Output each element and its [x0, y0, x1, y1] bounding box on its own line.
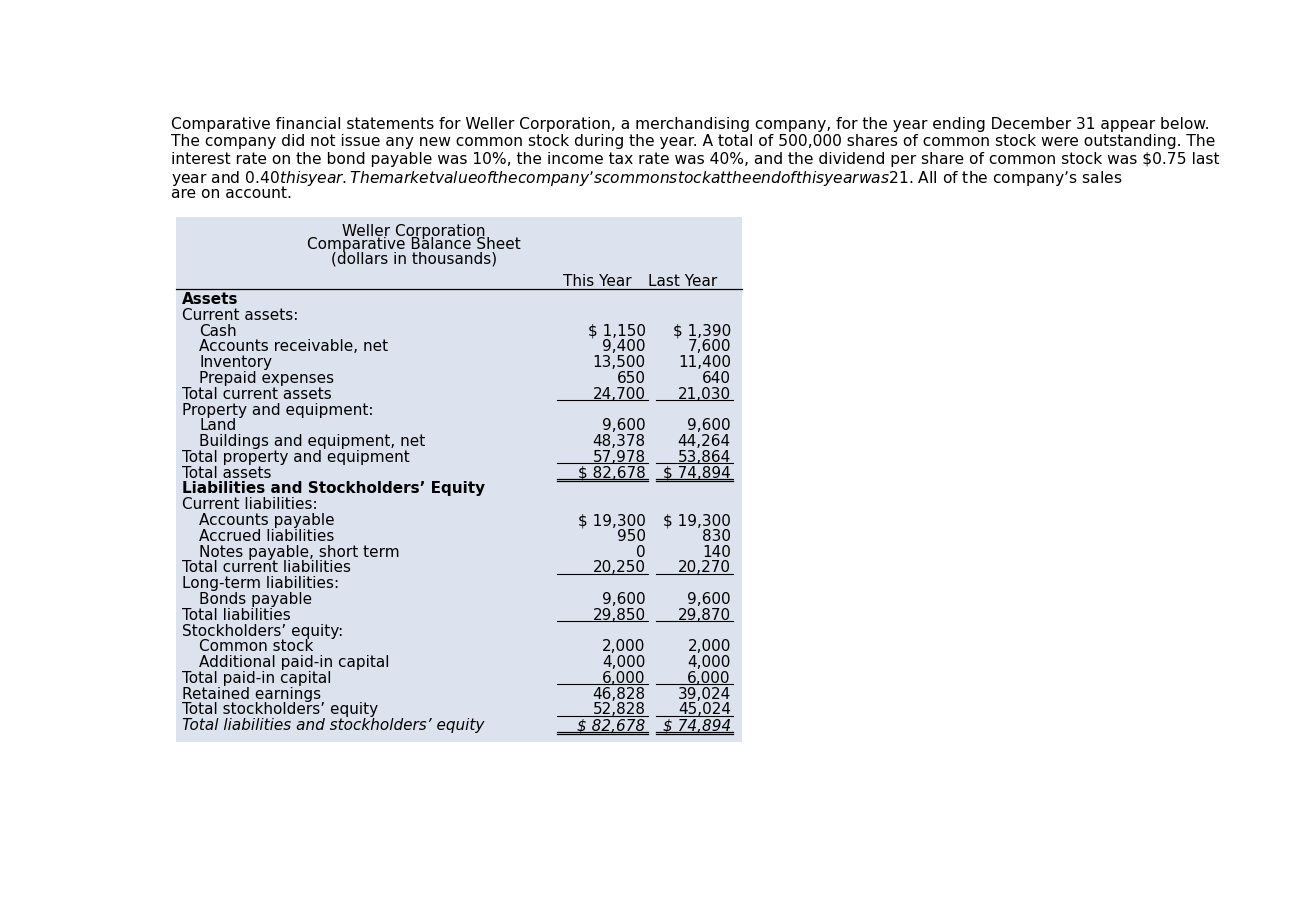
Text: interest rate on the bond payable was 10%, the income tax rate was 40%, and the : interest rate on the bond payable was 10…	[171, 152, 1220, 167]
Text: 9,600: 9,600	[601, 419, 645, 433]
Text: 9,600: 9,600	[687, 419, 731, 433]
Text: 57,978: 57,978	[592, 450, 645, 465]
Text: 21,030: 21,030	[678, 387, 731, 402]
Text: Total current liabilities: Total current liabilities	[183, 561, 351, 575]
Text: Land: Land	[200, 419, 236, 433]
Text: The company did not issue any new common stock during the year. A total of 500,0: The company did not issue any new common…	[171, 135, 1216, 149]
Text: 950: 950	[617, 529, 645, 544]
Text: 45,024: 45,024	[678, 703, 731, 717]
Text: 44,264: 44,264	[678, 434, 731, 450]
Text: Weller Corporation: Weller Corporation	[342, 224, 485, 238]
Text: 6,000: 6,000	[603, 671, 645, 686]
Text: 6,000: 6,000	[687, 671, 731, 686]
Text: Long-term liabilities:: Long-term liabilities:	[183, 576, 340, 592]
Text: 9,600: 9,600	[601, 592, 645, 607]
Text: 11,400: 11,400	[678, 355, 731, 370]
Text: 4,000: 4,000	[603, 655, 645, 670]
Text: Liabilities and Stockholders’ Equity: Liabilities and Stockholders’ Equity	[183, 481, 485, 497]
Text: 48,378: 48,378	[592, 434, 645, 450]
Text: $ 74,894: $ 74,894	[664, 466, 731, 480]
Text: 0: 0	[636, 544, 645, 560]
Text: Total liabilities: Total liabilities	[183, 608, 290, 622]
Text: Additional paid-in capital: Additional paid-in capital	[200, 655, 390, 670]
Text: $ 74,894: $ 74,894	[662, 718, 731, 733]
Text: (dollars in thousands): (dollars in thousands)	[330, 251, 496, 267]
Text: Property and equipment:: Property and equipment:	[183, 402, 373, 418]
Text: Total liabilities and stockholders’ equity: Total liabilities and stockholders’ equi…	[183, 718, 485, 733]
Text: are on account.: are on account.	[171, 187, 292, 201]
Text: 9,600: 9,600	[687, 592, 731, 607]
Text: 52,828: 52,828	[592, 703, 645, 717]
Text: Comparative Balance Sheet: Comparative Balance Sheet	[307, 238, 521, 252]
Text: 2,000: 2,000	[687, 640, 731, 654]
Text: 39,024: 39,024	[678, 687, 731, 702]
Text: 640: 640	[702, 371, 731, 386]
Text: 29,870: 29,870	[678, 608, 731, 622]
Text: $ 82,678: $ 82,678	[578, 466, 645, 480]
Text: Stockholders’ equity:: Stockholders’ equity:	[183, 623, 343, 639]
Text: 2,000: 2,000	[603, 640, 645, 654]
FancyBboxPatch shape	[176, 217, 741, 742]
Text: 20,250: 20,250	[592, 561, 645, 575]
Text: 7,600: 7,600	[687, 339, 731, 354]
Text: $ 1,150: $ 1,150	[587, 324, 645, 339]
Text: Accounts payable: Accounts payable	[200, 513, 334, 528]
Text: Assets: Assets	[183, 292, 238, 307]
Text: 830: 830	[702, 529, 731, 544]
Text: Cash: Cash	[200, 324, 237, 339]
Text: $ 19,300: $ 19,300	[578, 513, 645, 528]
Text: Retained earnings: Retained earnings	[183, 687, 321, 702]
Text: 24,700: 24,700	[592, 387, 645, 402]
Text: Bonds payable: Bonds payable	[200, 592, 312, 607]
Text: Current assets:: Current assets:	[183, 308, 298, 323]
Text: Buildings and equipment, net: Buildings and equipment, net	[200, 434, 425, 450]
Text: Notes payable, short term: Notes payable, short term	[200, 544, 400, 560]
Text: 46,828: 46,828	[592, 687, 645, 702]
Text: 13,500: 13,500	[592, 355, 645, 370]
Text: Inventory: Inventory	[200, 355, 272, 370]
Text: Current liabilities:: Current liabilities:	[183, 497, 318, 512]
Text: This Year: This Year	[564, 274, 632, 288]
Text: year and $0.40 this year. The market value of the company’s common stock at the : year and $0.40 this year. The market val…	[171, 169, 1122, 187]
Text: $ 82,678: $ 82,678	[577, 718, 645, 733]
Text: Prepaid expenses: Prepaid expenses	[200, 371, 334, 386]
Text: 4,000: 4,000	[687, 655, 731, 670]
Text: 20,270: 20,270	[678, 561, 731, 575]
Text: 29,850: 29,850	[592, 608, 645, 622]
Text: Total stockholders’ equity: Total stockholders’ equity	[183, 703, 378, 717]
Text: Total paid-in capital: Total paid-in capital	[183, 671, 332, 686]
Text: Total assets: Total assets	[183, 466, 272, 480]
Text: Last Year: Last Year	[648, 274, 718, 288]
Text: Accounts receivable, net: Accounts receivable, net	[200, 339, 389, 354]
Text: 9,400: 9,400	[603, 339, 645, 354]
Text: $ 19,300: $ 19,300	[664, 513, 731, 528]
Text: Total property and equipment: Total property and equipment	[183, 450, 410, 465]
Text: 650: 650	[617, 371, 645, 386]
Text: $ 1,390: $ 1,390	[673, 324, 731, 339]
Text: 53,864: 53,864	[678, 450, 731, 465]
Text: 140: 140	[702, 544, 731, 560]
Text: Common stock: Common stock	[200, 640, 314, 654]
Text: Accrued liabilities: Accrued liabilities	[200, 529, 334, 544]
Text: Total current assets: Total current assets	[183, 387, 332, 402]
Text: Comparative financial statements for Weller Corporation, a merchandising company: Comparative financial statements for Wel…	[171, 116, 1209, 132]
